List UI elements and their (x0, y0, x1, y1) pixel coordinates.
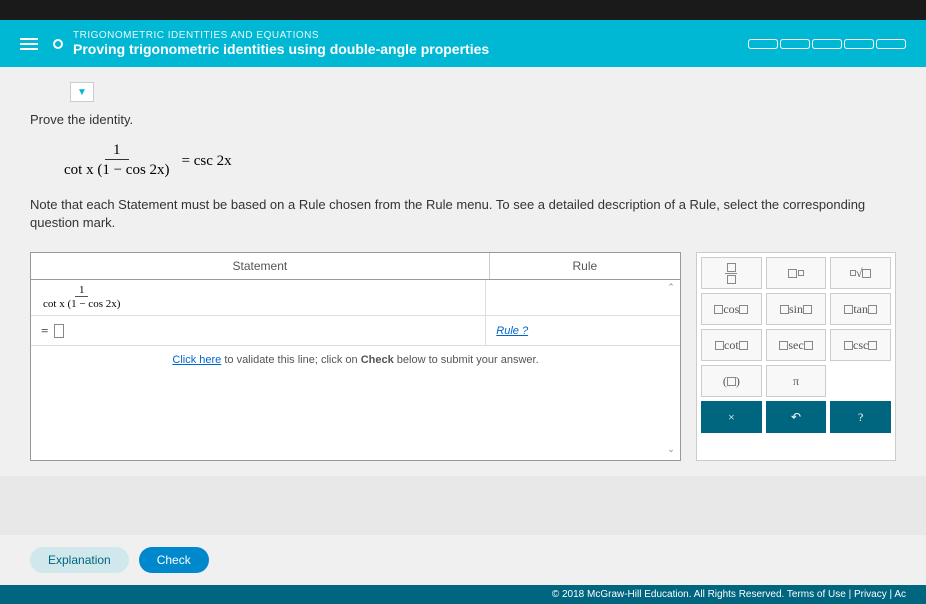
dropdown-toggle[interactable]: ▼ (70, 82, 94, 102)
scroll-up-icon[interactable]: ⌃ (664, 282, 678, 296)
key-pi[interactable]: π (766, 365, 827, 397)
col-header-rule: Rule (490, 253, 680, 279)
eq-numerator: 1 (105, 142, 129, 160)
header-category: TRIGONOMETRIC IDENTITIES AND EQUATIONS (73, 30, 748, 41)
key-sqrt[interactable]: √ (830, 257, 891, 289)
eq-denominator: cot x (1 − cos 2x) (60, 160, 174, 181)
math-keypad: √ cos sin tan cot sec csc () π × ↶ ? (696, 252, 896, 461)
scroll-down-icon[interactable]: ⌄ (664, 444, 678, 458)
proof-table: Statement Rule ⌃ 1 cot x (1 − cos 2x) (30, 252, 681, 461)
key-tan[interactable]: tan (830, 293, 891, 325)
browser-topbar (0, 0, 926, 20)
key-fraction[interactable] (701, 257, 762, 289)
table-row: = Rule ? (31, 316, 680, 346)
check-button[interactable]: Check (139, 547, 209, 573)
key-exponent[interactable] (766, 257, 827, 289)
key-csc[interactable]: csc (830, 329, 891, 361)
key-cot[interactable]: cot (701, 329, 762, 361)
page-footer: Explanation Check © 2018 McGraw-Hill Edu… (0, 535, 926, 604)
eq-rhs: = csc 2x (182, 153, 232, 170)
main-content: ▼ Prove the identity. 1 cot x (1 − cos 2… (0, 67, 926, 476)
key-undo[interactable]: ↶ (766, 401, 827, 433)
row1-expression: 1 cot x (1 − cos 2x) (41, 284, 122, 311)
prove-label: Prove the identity. (30, 112, 896, 127)
identity-equation: 1 cot x (1 − cos 2x) = csc 2x (60, 142, 896, 181)
key-help[interactable]: ? (830, 401, 891, 433)
explanation-button[interactable]: Explanation (30, 547, 129, 573)
col-header-statement: Statement (31, 253, 490, 279)
table-row: 1 cot x (1 − cos 2x) (31, 280, 680, 316)
key-clear[interactable]: × (701, 401, 762, 433)
key-parens[interactable]: () (701, 365, 762, 397)
input-cursor-icon[interactable] (54, 324, 64, 338)
section-indicator-icon (53, 39, 63, 49)
page-header: TRIGONOMETRIC IDENTITIES AND EQUATIONS P… (0, 20, 926, 67)
validate-row: Click here to validate this line; click … (31, 346, 680, 374)
instruction-note: Note that each Statement must be based o… (30, 196, 896, 232)
validate-link[interactable]: Click here (172, 354, 221, 366)
key-sec[interactable]: sec (766, 329, 827, 361)
menu-icon[interactable] (20, 38, 38, 50)
key-cos[interactable]: cos (701, 293, 762, 325)
key-sin[interactable]: sin (766, 293, 827, 325)
rule-select-link[interactable]: Rule ? (496, 325, 528, 337)
progress-indicator (748, 39, 906, 49)
header-title: Proving trigonometric identities using d… (73, 41, 748, 57)
row2-prefix: = (41, 323, 48, 339)
copyright-bar: © 2018 McGraw-Hill Education. All Rights… (0, 585, 926, 604)
